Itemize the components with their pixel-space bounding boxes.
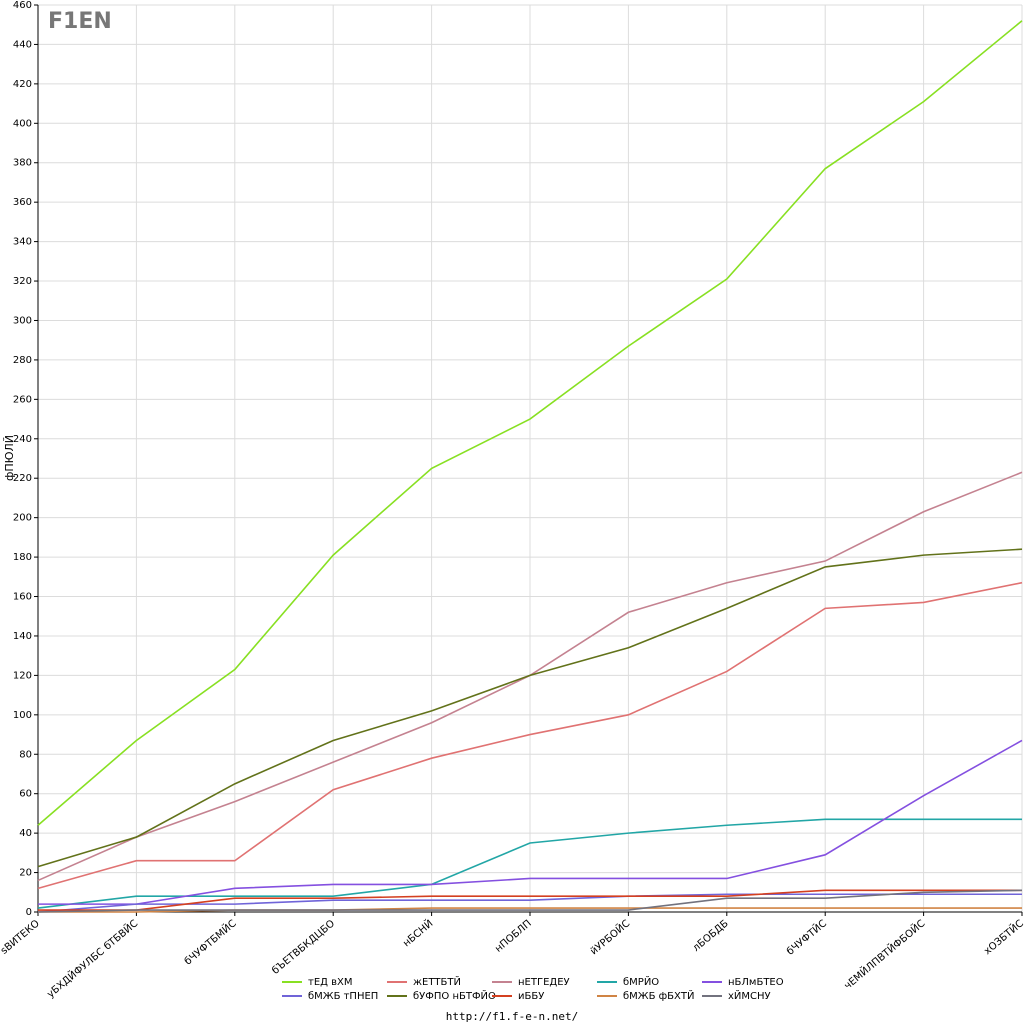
y-tick-label: 420 [13,79,32,90]
y-tick-label: 100 [13,710,32,721]
y-tick-label: 80 [19,749,32,760]
y-tick-label: 460 [13,0,32,11]
legend-label: бМЖБ тПНЕП [308,991,378,1002]
y-tick-label: 260 [13,394,32,405]
y-axis-label: фПЮЛЙ [3,435,16,481]
legend-label: тЕД вХМ [308,977,353,988]
y-tick-label: 120 [13,670,32,681]
series-line [38,889,1022,911]
legend-label: бУФПО нБТФЙО [413,989,496,1002]
series-line [37,20,1023,826]
legend-label: нЕТГЕДЕУ [518,977,570,988]
y-tick-label: 380 [13,158,32,169]
series-line [37,581,1023,890]
series-line [37,818,1022,909]
footer: http://f1.f-e-n.net/ [446,1010,578,1023]
series-line [37,548,1023,868]
y-tick-label: 200 [13,513,32,524]
y-tick-label: 360 [13,197,32,208]
y-tick-label: 300 [13,315,32,326]
y-tick-label: 280 [13,355,32,366]
legend-label: жЕТТБТЙ [413,975,461,988]
legend-label: иББУ [518,991,544,1002]
series-line [37,889,1023,913]
y-tick-label: 440 [13,39,32,50]
legend-label: нБЛмБТЕО [728,977,784,988]
y-tick-label: 20 [19,868,32,879]
series-line [37,893,1022,913]
y-tick-label: 40 [19,828,32,839]
y-tick-label: 320 [13,276,32,287]
y-tick-label: 400 [13,118,32,129]
y-tick-label: 180 [13,552,32,563]
series-line [38,739,1023,905]
y-tick-label: 60 [19,789,32,800]
y-tick-label: 220 [13,473,32,484]
legend-label: бМЖБ фБХТЙ [623,989,694,1002]
legend-label: хЙМСНУ [728,989,771,1002]
logo: F1EN [48,9,112,34]
legend-label: бМРЙО [623,975,659,988]
y-tick-label: 160 [13,592,32,603]
y-tick-label: 0 [26,907,32,918]
y-tick-label: 140 [13,631,32,642]
y-tick-label: 340 [13,237,32,248]
y-tick-label: 240 [13,434,32,445]
